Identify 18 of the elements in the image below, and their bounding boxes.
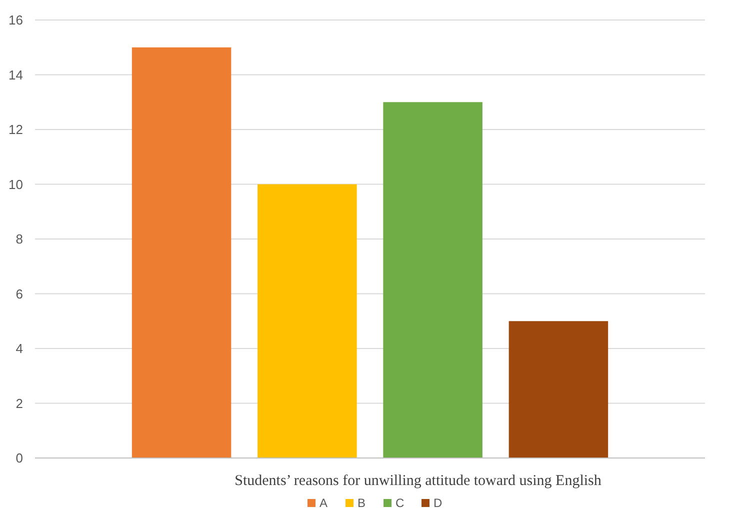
legend-label: A bbox=[320, 496, 328, 510]
bar bbox=[383, 102, 482, 458]
y-tick-label: 2 bbox=[16, 396, 23, 411]
bar bbox=[258, 184, 357, 458]
y-tick-label: 10 bbox=[8, 176, 23, 192]
y-tick-label: 6 bbox=[16, 286, 23, 302]
bar bbox=[132, 47, 232, 458]
y-tick-label: 14 bbox=[8, 67, 23, 82]
legend-label: B bbox=[358, 496, 366, 510]
y-tick-label: 8 bbox=[16, 232, 23, 247]
y-tick-label: 12 bbox=[8, 122, 23, 138]
bar bbox=[508, 321, 608, 458]
x-tick-label: Students’ reasons for unwilling attitude toward using English bbox=[234, 473, 602, 489]
y-tick-label: 16 bbox=[8, 12, 23, 28]
legend-label: D bbox=[434, 496, 442, 510]
legend-label: C bbox=[396, 496, 404, 510]
y-tick-label: 4 bbox=[16, 341, 23, 356]
y-tick-label: 0 bbox=[16, 450, 23, 466]
